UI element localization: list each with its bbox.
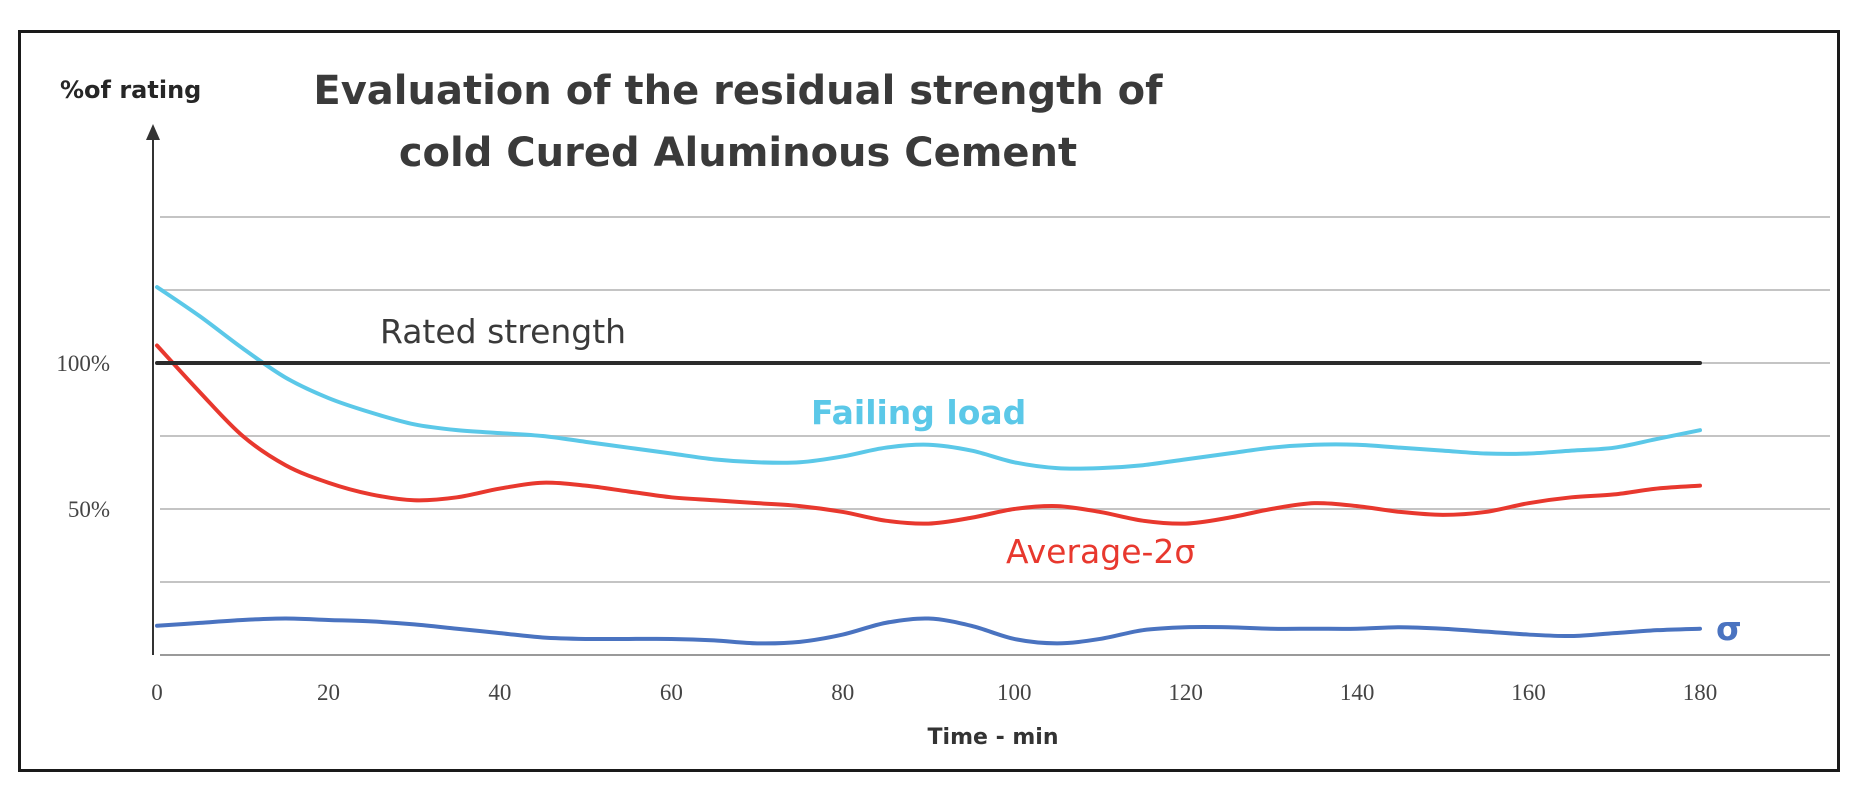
sigma-label: σ (1716, 609, 1742, 648)
rated-strength-label: Rated strength (380, 312, 626, 351)
x-tick-label: 140 (1340, 680, 1375, 705)
x-tick-label: 60 (660, 680, 683, 705)
x-tick-label: 180 (1683, 680, 1718, 705)
y-axis-arrow (146, 124, 160, 140)
axes (146, 124, 160, 655)
series-labels: Rated strength Failing load Average-2σ σ (380, 312, 1742, 648)
chart-frame (18, 30, 1840, 772)
y-tick-label: 100% (56, 351, 110, 376)
x-axis-label: Time - min (928, 725, 1059, 750)
failing-load-line (155, 285, 1702, 471)
text-labels: Evaluation of the residual strength of c… (60, 68, 1163, 750)
x-tick-label: 160 (1511, 680, 1546, 705)
x-tick-label: 40 (488, 680, 511, 705)
x-tick-label: 20 (317, 680, 340, 705)
gridlines (160, 216, 1830, 656)
average-2sigma-line (155, 343, 1702, 526)
chart-title-line-2: cold Cured Aluminous Cement (399, 130, 1077, 176)
average-2sigma-label: Average-2σ (1006, 532, 1195, 571)
tick-labels: 0 20 40 60 80 100 120 140 160 180 50% 100% (56, 351, 1717, 705)
x-tick-label: 120 (1168, 680, 1203, 705)
y-tick-label: 50% (68, 497, 110, 522)
series-lines (155, 285, 1702, 646)
sigma-line (155, 616, 1702, 646)
x-tick-label: 0 (151, 680, 163, 705)
x-tick-label: 100 (997, 680, 1032, 705)
y-axis-label: %of rating (60, 76, 201, 104)
failing-load-label: Failing load (811, 393, 1026, 432)
chart-title-line-1: Evaluation of the residual strength of (313, 68, 1163, 114)
x-tick-label: 80 (831, 680, 854, 705)
